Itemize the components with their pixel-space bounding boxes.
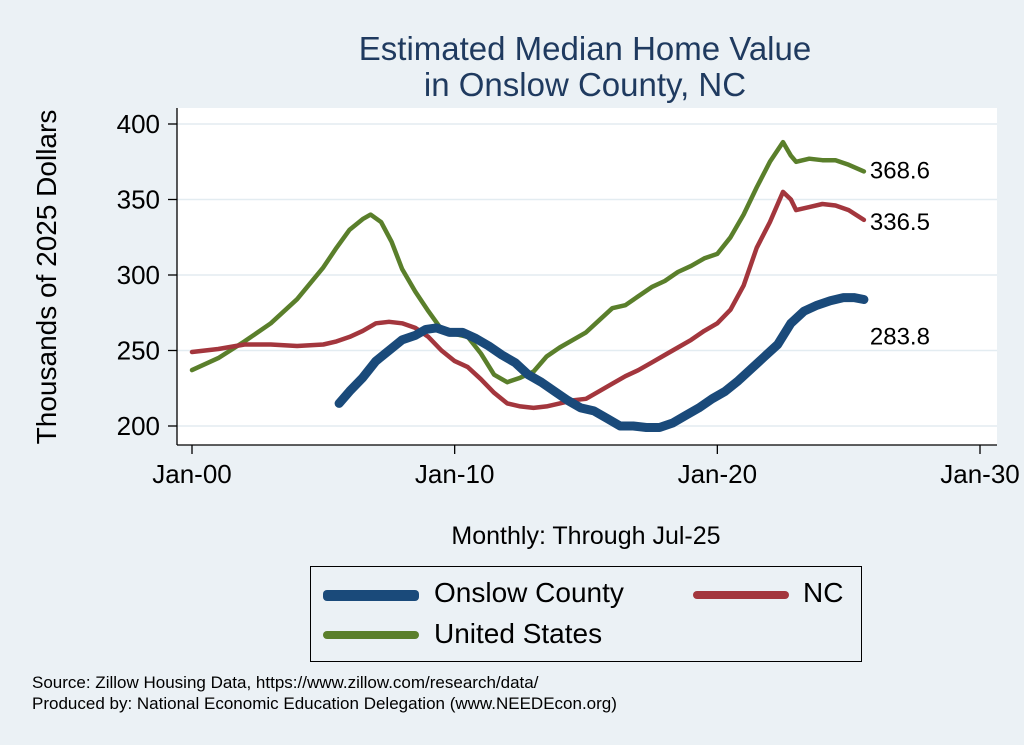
x-tick-label-Jan-10: Jan-10	[415, 459, 495, 489]
x-axis-label: Monthly: Through Jul-25	[451, 522, 720, 550]
series-line-onslow-county	[334, 293, 869, 432]
end-label-nc: 336.5	[870, 209, 930, 236]
series-line-united-states	[189, 139, 867, 385]
gridlines	[177, 123, 997, 427]
axes	[168, 108, 997, 454]
x-tick-label-Jan-20: Jan-20	[678, 459, 758, 489]
legend-label-onslow: Onslow County	[434, 577, 624, 608]
legend-label-us: United States	[434, 618, 603, 649]
source-note: Source: Zillow Housing Data, https://www…	[32, 673, 539, 692]
tick-labels: 200 250 300 350 400 Jan-00 Jan-10 Jan-20 Jan-30	[117, 109, 1020, 489]
y-tick-label-200: 200	[117, 411, 160, 441]
y-axis-label: Thousands of 2025 Dollars	[31, 110, 62, 445]
end-labels: 283.8 336.5 368.6	[870, 157, 930, 350]
y-tick-label-400: 400	[117, 109, 160, 139]
y-tick-label-300: 300	[117, 260, 160, 290]
y-tick-label-350: 350	[117, 185, 160, 215]
legend-swatch-us	[323, 631, 419, 639]
legend-label-nc: NC	[803, 577, 844, 608]
chart-title-line-2: in Onslow County, NC	[423, 66, 747, 103]
series-lines	[189, 139, 869, 432]
end-label-onslow-county: 283.8	[870, 323, 930, 350]
chart-title-line-1: Estimated Median Home Value	[358, 30, 812, 67]
legend: Onslow County NC United States	[310, 566, 862, 662]
x-tick-label-Jan-00: Jan-00	[152, 459, 232, 489]
producer-note: Produced by: National Economic Education…	[32, 694, 617, 713]
legend-swatch-onslow	[323, 590, 419, 601]
y-tick-label-250: 250	[117, 336, 160, 366]
end-label-united-states: 368.6	[870, 157, 930, 184]
x-tick-label-Jan-30: Jan-30	[940, 459, 1020, 489]
legend-swatch-nc	[693, 591, 789, 599]
